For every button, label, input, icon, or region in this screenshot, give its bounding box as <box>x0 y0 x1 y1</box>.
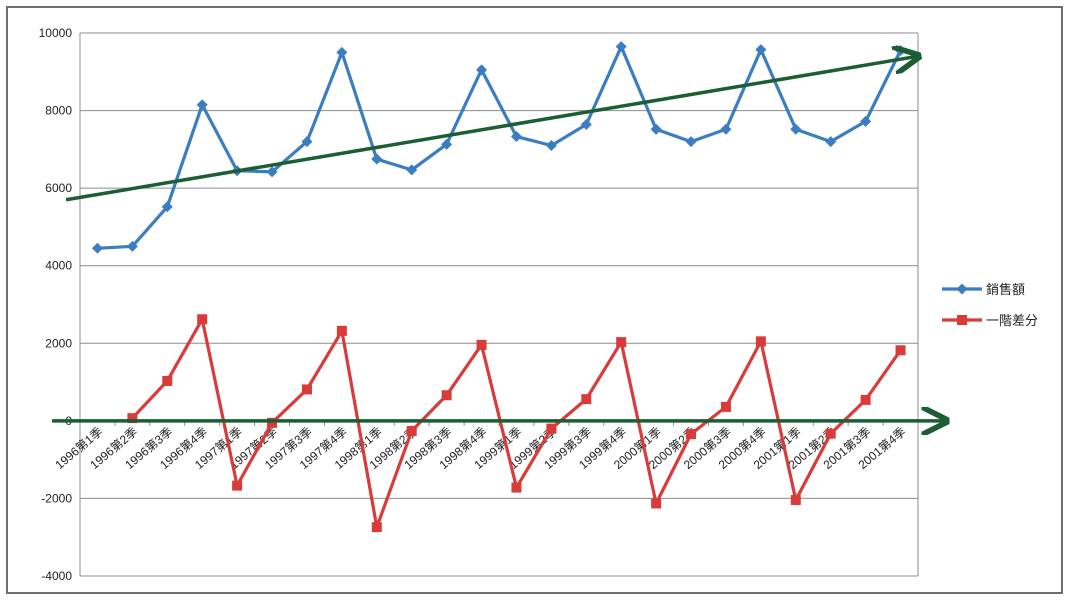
series-2 <box>127 314 906 533</box>
data-point <box>545 139 557 151</box>
y-tick-label: 4000 <box>45 259 72 273</box>
data-point <box>406 425 417 436</box>
data-point <box>686 429 697 440</box>
data-point <box>511 482 522 493</box>
data-point <box>266 166 278 178</box>
annotations-layer <box>52 56 946 421</box>
data-point <box>476 64 488 76</box>
series-line <box>131 317 902 529</box>
data-point <box>825 136 837 148</box>
data-point <box>301 384 312 395</box>
data-point <box>91 242 103 254</box>
data-point <box>720 123 732 135</box>
trend-arrow <box>65 56 918 202</box>
data-point <box>126 240 138 252</box>
data-point <box>895 44 907 56</box>
data-point <box>510 131 522 143</box>
y-axis: -4000-20000200040006000800010000 <box>39 26 73 583</box>
data-point <box>371 522 382 533</box>
data-point <box>790 123 802 135</box>
data-point <box>406 164 418 176</box>
data-point <box>895 345 906 356</box>
data-point <box>301 136 313 148</box>
y-tick-label: 6000 <box>45 181 72 195</box>
legend-marker <box>956 283 968 295</box>
data-point <box>546 423 557 434</box>
data-point <box>860 394 871 405</box>
data-point <box>615 41 627 53</box>
data-point <box>232 480 243 491</box>
series-1 <box>91 41 907 254</box>
chart-svg: -4000-20000200040006000800010000 1996第1季… <box>39 26 1038 583</box>
data-point <box>860 115 872 127</box>
legend-label: 一階差分 <box>986 313 1038 328</box>
data-point <box>161 201 173 213</box>
data-point <box>196 99 208 111</box>
data-point <box>476 339 487 350</box>
data-point <box>581 394 592 405</box>
series-layer <box>91 41 907 533</box>
data-point <box>197 314 208 325</box>
legend-label: 銷售額 <box>986 282 1025 297</box>
data-point <box>720 401 731 412</box>
data-point <box>371 153 383 165</box>
data-point <box>580 119 592 131</box>
data-point <box>755 336 766 347</box>
y-tick-label: -4000 <box>41 569 72 583</box>
y-tick-label: 10000 <box>39 26 73 40</box>
y-tick-label: 8000 <box>45 104 72 118</box>
series-line <box>97 45 902 250</box>
data-point <box>336 46 348 58</box>
legend-item: 銷售額 <box>942 282 1025 297</box>
legend-marker <box>957 315 967 325</box>
data-point <box>162 375 173 386</box>
legend-item: 一階差分 <box>942 313 1038 328</box>
data-point <box>441 390 452 401</box>
data-point <box>755 44 767 56</box>
data-point <box>650 123 662 135</box>
data-point <box>267 417 278 428</box>
y-tick-label: 2000 <box>45 336 72 350</box>
data-point <box>685 136 697 148</box>
chart-frame: -4000-20000200040006000800010000 1996第1季… <box>6 6 1063 594</box>
data-point <box>825 428 836 439</box>
data-point <box>790 494 801 505</box>
data-point <box>651 498 662 509</box>
y-tick-label: -2000 <box>41 491 72 505</box>
data-point <box>127 413 138 424</box>
data-point <box>616 337 627 348</box>
data-point <box>336 325 347 336</box>
data-point <box>441 138 453 150</box>
